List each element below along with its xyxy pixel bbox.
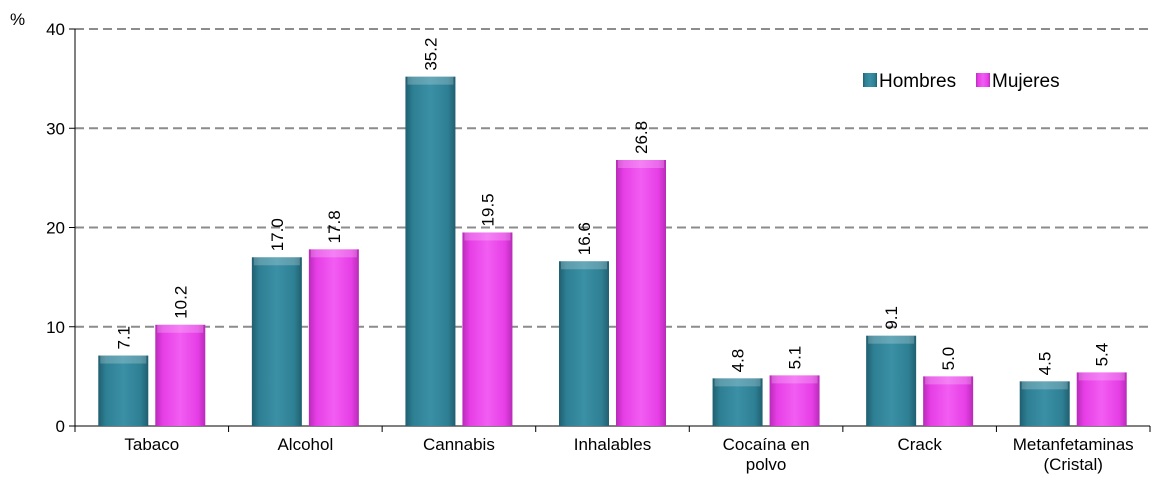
legend: Hombres Mujeres (863, 71, 1060, 92)
x-tick-label: Crack (897, 435, 942, 454)
data-label: 5.0 (939, 347, 958, 371)
y-tick-label: 0 (56, 417, 65, 436)
x-tick-label: Alcohol (277, 435, 333, 454)
bars (98, 76, 1127, 426)
bar-hombres (405, 76, 456, 426)
y-tick-label: 10 (46, 318, 65, 337)
bar-hombres (251, 257, 302, 426)
bar-bevel (1021, 381, 1068, 390)
bar-hombres (1019, 381, 1070, 426)
x-tick-label: Inhalables (574, 435, 652, 454)
axes: 0 10 20 30 40% Tabaco Alcohol Cannabis Inhalable… (10, 10, 1151, 474)
bar-mujeres (155, 324, 206, 426)
data-labels: 7.1 17.0 35.2 16.6 4.8 9.1 4.5 10.2 17.8 19.5 26.8… (114, 38, 1111, 376)
x-tick-label: (Cristal) (1043, 455, 1103, 474)
bar-bevel (714, 378, 761, 387)
bar-hombres (866, 335, 917, 426)
bar-mujeres (923, 376, 974, 426)
bar-hombres (712, 378, 763, 426)
y-tick-label: 40 (46, 20, 65, 39)
data-label: 4.8 (729, 349, 748, 373)
data-label: 17.0 (268, 218, 287, 251)
data-label: 17.8 (325, 210, 344, 243)
legend-label: Hombres (879, 71, 956, 92)
x-tick-label: Metanfetaminas (1013, 435, 1134, 454)
bar-bevel (253, 257, 300, 266)
data-label: 5.4 (1093, 343, 1112, 367)
bar-bevel (868, 335, 915, 344)
legend-swatch-hombres (863, 73, 877, 87)
data-label: 26.8 (632, 121, 651, 154)
bar-mujeres (308, 249, 359, 426)
data-label: 35.2 (421, 38, 440, 71)
bar-bevel (407, 76, 454, 85)
bar-bevel (157, 324, 204, 333)
bar-hombres (98, 355, 149, 426)
bar-hombres (559, 261, 609, 426)
data-label: 19.5 (478, 193, 497, 226)
data-label: 5.1 (786, 346, 805, 370)
x-tick-label: Tabaco (124, 435, 179, 454)
data-label: 16.6 (575, 222, 594, 255)
bar-bevel (100, 355, 147, 364)
data-label: 4.5 (1036, 352, 1055, 376)
bar-bevel (1078, 372, 1125, 381)
y-tick-label: 20 (46, 219, 65, 238)
data-label: 10.2 (171, 286, 190, 319)
data-label: 7.1 (114, 326, 133, 350)
legend-label: Mujeres (992, 71, 1060, 92)
gridlines (75, 28, 1150, 328)
bar-mujeres (462, 232, 513, 426)
bar-mujeres (769, 375, 820, 426)
y-tick-label: 30 (46, 119, 65, 138)
bar-bevel (771, 375, 818, 384)
bar-mujeres (1076, 372, 1127, 426)
bar-bevel (310, 249, 357, 258)
y-axis-label: % (10, 10, 25, 29)
bar-bevel (925, 376, 972, 385)
x-tick-label: Cannabis (423, 435, 495, 454)
bar-bevel (561, 261, 607, 270)
x-tick-label: polvo (746, 455, 787, 474)
legend-swatch-mujeres (976, 73, 990, 87)
bar-bevel (618, 160, 664, 169)
bar-bevel (464, 232, 511, 241)
x-tick-label: Cocaína en (723, 435, 810, 454)
bar-mujeres (616, 160, 666, 426)
data-label: 9.1 (882, 306, 901, 330)
